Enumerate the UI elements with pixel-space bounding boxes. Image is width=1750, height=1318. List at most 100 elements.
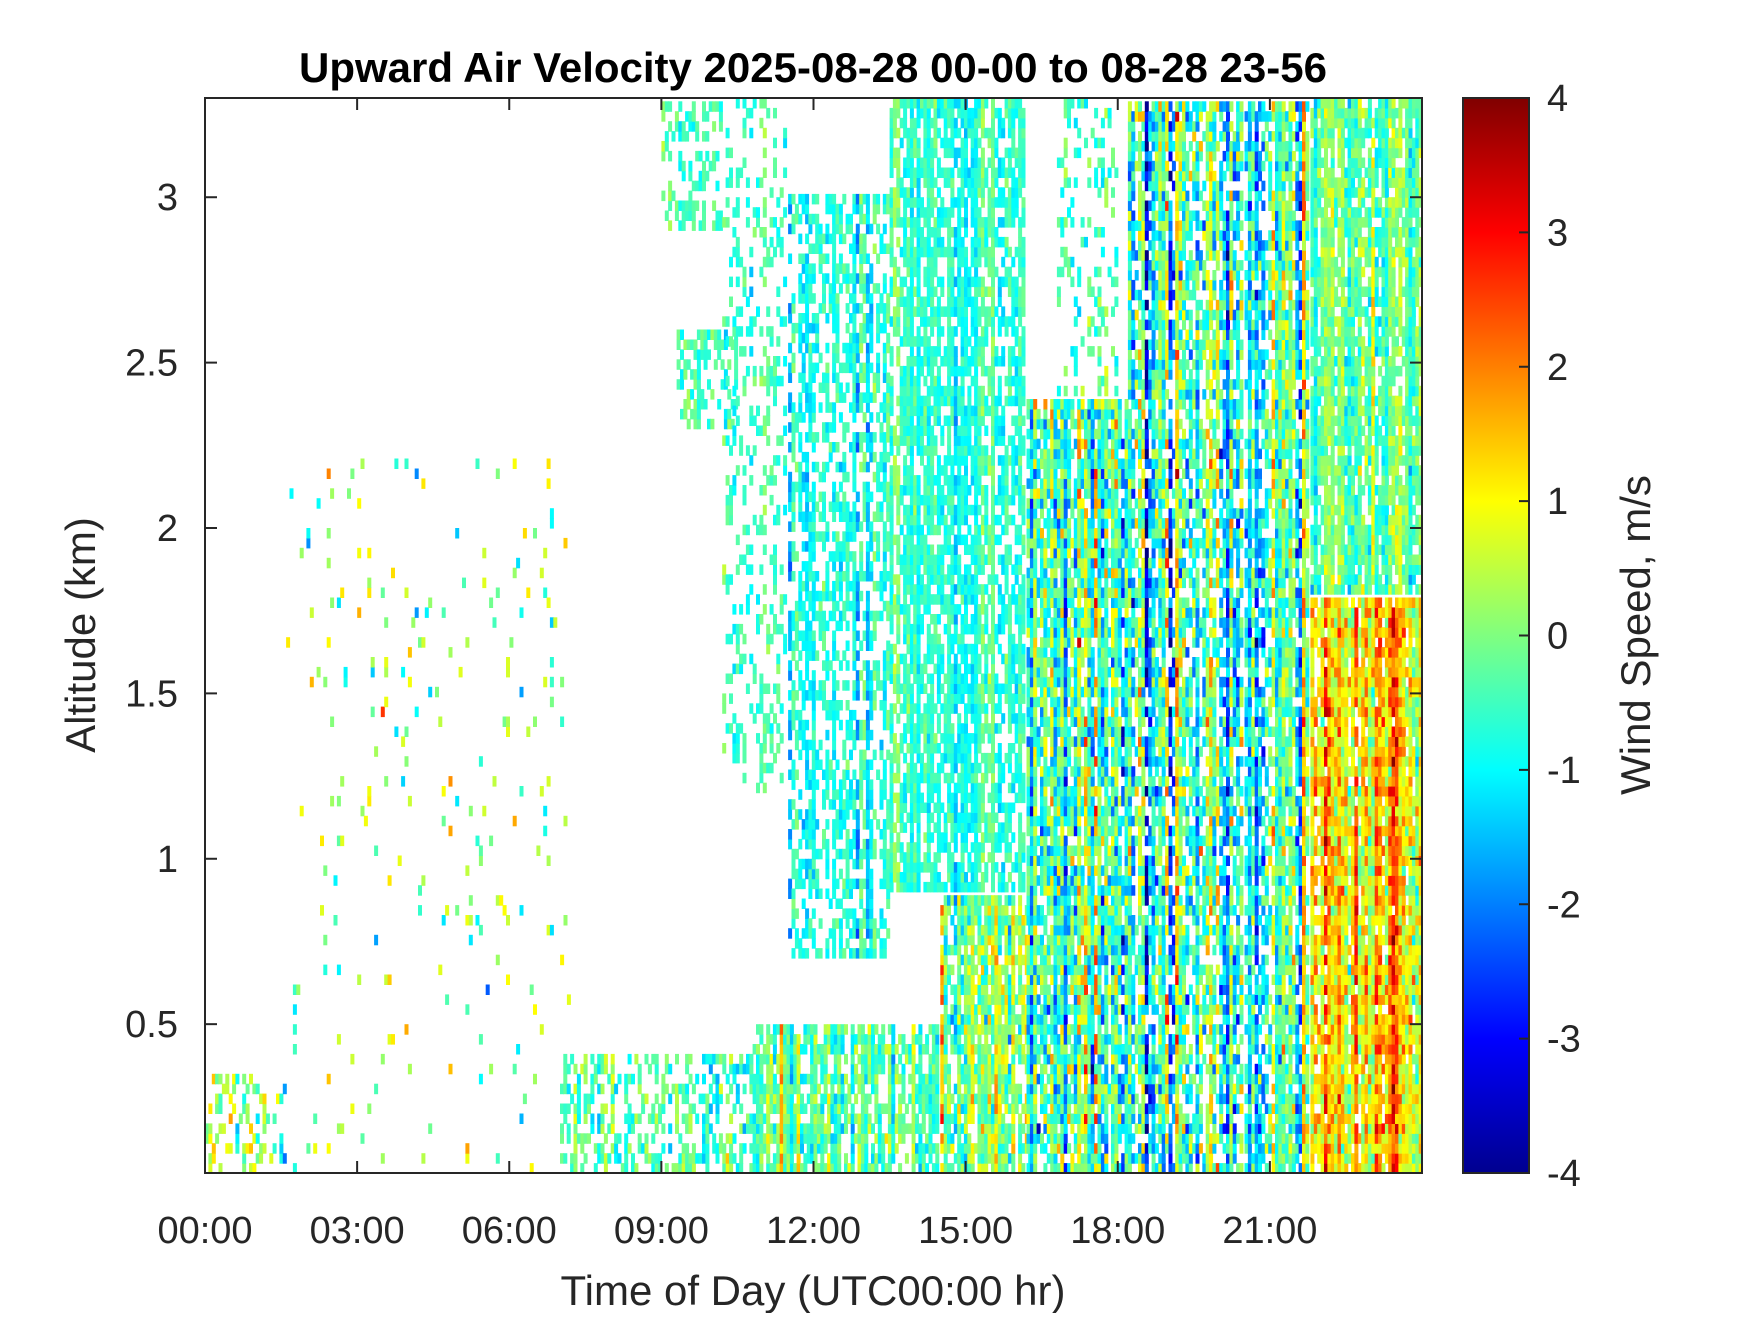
heatmap-cell: [889, 534, 894, 546]
heatmap-cell: [930, 524, 935, 536]
heatmap-cell: [906, 643, 911, 655]
heatmap-cell: [913, 812, 918, 823]
heatmap-cell: [860, 1143, 865, 1154]
heatmap-cell: [987, 266, 992, 278]
heatmap-cell: [933, 405, 938, 417]
heatmap-cell: [916, 584, 921, 595]
heatmap-cell: [813, 1123, 818, 1134]
heatmap-cell: [849, 580, 853, 592]
heatmap-cell: [896, 514, 901, 526]
heatmap-cell: [862, 918, 867, 929]
heatmap-cell: [808, 858, 813, 870]
heatmap-cell: [865, 680, 870, 691]
heatmap-cell: [977, 554, 982, 565]
heatmap-cell: [827, 1103, 832, 1114]
heatmap-cell: [899, 365, 904, 377]
heatmap-cell: [637, 1133, 642, 1144]
heatmap-cell: [832, 322, 837, 334]
heatmap-cell: [916, 415, 921, 426]
heatmap-cell: [835, 372, 840, 383]
heatmap-cell: [835, 551, 840, 562]
heatmap-cell: [859, 442, 864, 453]
heatmap-cell: [798, 233, 803, 245]
heatmap-cell: [805, 382, 810, 393]
heatmap-cell: [935, 1044, 940, 1055]
heatmap-cell: [886, 868, 891, 880]
heatmap-cell: [860, 1113, 865, 1124]
heatmap-cell: [842, 541, 847, 552]
heatmap-cell: [935, 1153, 940, 1164]
heatmap-cell: [970, 375, 975, 387]
heatmap-cell: [864, 1044, 869, 1055]
heatmap-cell: [825, 660, 830, 671]
heatmap-cell: [967, 881, 972, 893]
heatmap-cell: [906, 375, 911, 387]
heatmap-cell: [936, 663, 941, 675]
heatmap-cell: [732, 663, 737, 675]
heatmap-cell: [722, 703, 727, 714]
heatmap-cell: [832, 630, 837, 641]
heatmap-cell: [991, 881, 995, 893]
heatmap-cell: [745, 296, 750, 307]
heatmap-cell: [859, 253, 864, 264]
heatmap-cell: [916, 207, 921, 218]
heatmap-cell: [936, 713, 941, 724]
heatmap-cell: [926, 127, 931, 139]
heatmap-cell: [964, 802, 968, 813]
heatmap-cell: [772, 1044, 777, 1055]
heatmap-cell: [718, 1083, 723, 1095]
heatmap-cell: [840, 1034, 845, 1045]
heatmap-cell: [810, 1103, 815, 1114]
heatmap-cell: [845, 719, 850, 731]
heatmap-cell: [923, 465, 928, 476]
heatmap-cell: [916, 445, 921, 456]
heatmap-cell: [991, 534, 995, 546]
heatmap-cell: [813, 1093, 818, 1105]
heatmap-cell: [980, 485, 985, 496]
heatmap-cell: [953, 485, 958, 496]
heatmap-cell: [855, 690, 860, 701]
heatmap-cell: [825, 273, 830, 284]
heatmap-cell: [729, 1113, 734, 1124]
heatmap-cell: [776, 743, 781, 754]
heatmap-cell: [852, 660, 857, 671]
heatmap-cell: [933, 554, 938, 565]
heatmap-cell: [947, 643, 952, 655]
heatmap-cell: [957, 524, 962, 536]
heatmap-cell: [920, 455, 924, 466]
heatmap-cell: [794, 620, 799, 632]
heatmap-cell: [838, 412, 843, 423]
heatmap-cell: [610, 1083, 615, 1095]
heatmap-cell: [916, 752, 921, 764]
heatmap-cell: [776, 1063, 781, 1075]
heatmap-cell: [920, 544, 924, 555]
heatmap-cell: [808, 779, 813, 790]
heatmap-cell: [685, 1063, 690, 1075]
heatmap-cell: [798, 809, 803, 820]
heatmap-cell: [1001, 832, 1006, 843]
heatmap-cell: [977, 455, 982, 466]
heatmap-cell: [930, 614, 935, 625]
heatmap-cell: [967, 663, 972, 675]
heatmap-cell: [899, 554, 904, 565]
heatmap-cell: [950, 564, 955, 575]
heatmap-cell: [876, 501, 881, 512]
heatmap-cell: [940, 107, 945, 119]
heatmap-cell: [624, 1143, 629, 1154]
heatmap-cell: [769, 1073, 774, 1085]
heatmap-cell: [529, 1163, 534, 1173]
heatmap-cell: [805, 303, 810, 314]
heatmap-cell: [926, 395, 931, 407]
heatmap-cell: [759, 1113, 764, 1124]
heatmap-cell: [849, 243, 853, 254]
heatmap-cell: [813, 1034, 818, 1045]
heatmap-cell: [739, 1103, 744, 1114]
heatmap-cell: [964, 842, 968, 853]
heatmap-cell: [865, 213, 870, 225]
heatmap-cell: [882, 531, 887, 542]
heatmap-cell: [685, 1093, 690, 1105]
heatmap-cell: [1004, 802, 1009, 813]
heatmap-cell: [455, 905, 460, 916]
heatmap-cell: [994, 792, 999, 804]
heatmap-cell: [940, 167, 945, 178]
